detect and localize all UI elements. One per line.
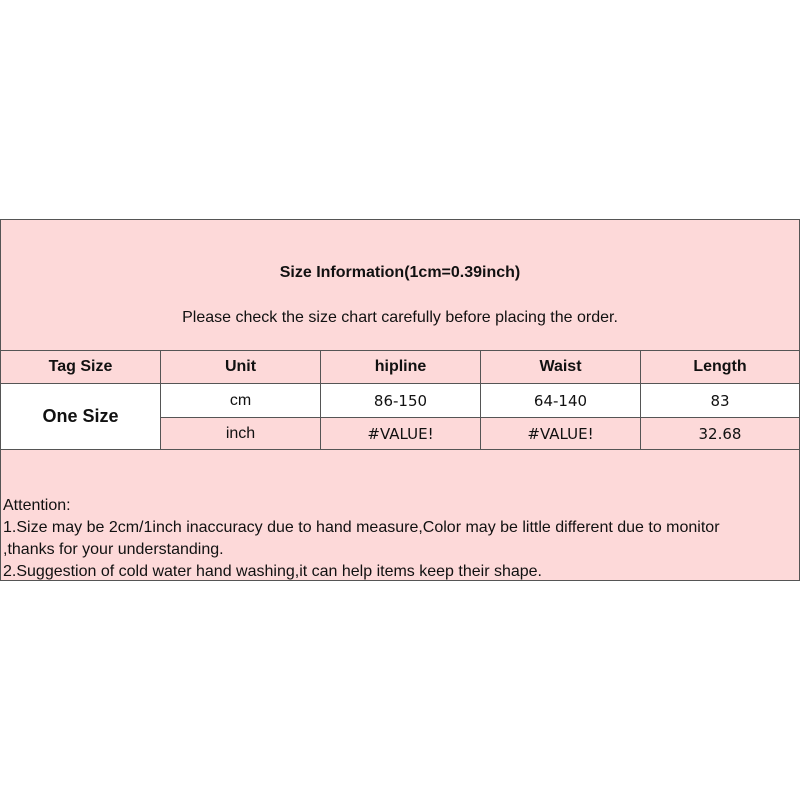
chart-subtitle: Please check the size chart carefully be…	[182, 309, 618, 326]
note-line: ,thanks for your understanding.	[3, 541, 224, 558]
header-waist: Waist	[480, 350, 641, 384]
attention-notes: Attention: 1.Size may be 2cm/1inch inacc…	[3, 495, 720, 583]
hipline-inch: #VALUE!	[320, 417, 481, 450]
unit-inch: inch	[160, 417, 321, 450]
waist-inch: #VALUE!	[480, 417, 641, 450]
header-length: Length	[640, 350, 800, 384]
header-tag-size: Tag Size	[0, 350, 161, 384]
unit-cm: cm	[160, 383, 321, 418]
tag-size-cell: One Size	[0, 383, 161, 450]
chart-title: Size Information(1cm=0.39inch)	[279, 264, 521, 281]
note-line: 2.Suggestion of cold water hand washing,…	[3, 563, 542, 580]
length-cm: 83	[640, 383, 800, 418]
header-hipline: hipline	[320, 350, 481, 384]
hipline-cm: 86-150	[320, 383, 481, 418]
note-heading: Attention:	[3, 497, 71, 514]
header-unit: Unit	[160, 350, 321, 384]
note-line: 1.Size may be 2cm/1inch inaccuracy due t…	[3, 519, 720, 536]
length-inch: 32.68	[640, 417, 800, 450]
waist-cm: 64-140	[480, 383, 641, 418]
